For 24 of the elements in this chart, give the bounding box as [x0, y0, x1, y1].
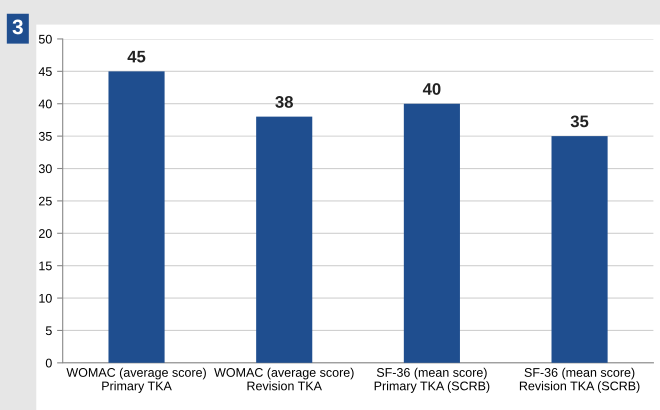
y-tick-label: 50	[38, 34, 52, 44]
y-tick-label: 0	[46, 358, 52, 368]
y-tick-label: 25	[39, 196, 52, 206]
bar	[552, 136, 608, 363]
y-tick-label: 5	[46, 326, 52, 336]
data-label: 35	[570, 115, 588, 128]
y-tick-label: 30	[38, 164, 52, 174]
data-label: 38	[275, 96, 293, 108]
x-tick-label: WOMAC (average score) Revision TKA	[214, 368, 354, 390]
text: 3	[12, 20, 23, 34]
y-tick-label: 20	[39, 229, 52, 238]
y-tick-label: 35	[38, 132, 52, 141]
bar	[256, 116, 312, 363]
x-tick-label: SF-36 (mean score) Revision TKA (SCRB)	[520, 368, 640, 393]
y-tick-label: 40	[38, 100, 52, 108]
data-label: 45	[128, 50, 146, 62]
bar	[404, 104, 460, 363]
data-label: 40	[422, 83, 440, 95]
x-tick-label: SF-36 (mean score) Primary TKA (SCRB)	[374, 368, 490, 393]
y-tick-label: 15	[39, 262, 52, 270]
y-tick-label: 10	[39, 294, 52, 303]
bar	[108, 71, 165, 363]
y-tick-label: 45	[38, 67, 52, 76]
x-tick-label: WOMAC (average score) Primary TKA	[66, 368, 206, 393]
